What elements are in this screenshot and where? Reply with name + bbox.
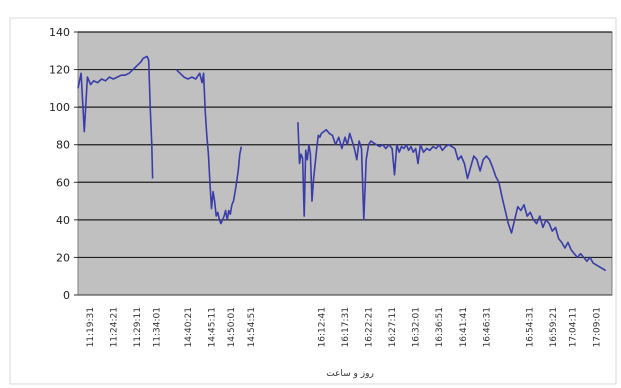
y-tick-label: 40 [56, 214, 70, 227]
x-tick-label: 16:17:31 [341, 307, 351, 347]
x-tick-label: 17:09:01 [592, 307, 602, 347]
x-tick-label: 14:45:11 [208, 307, 218, 347]
x-tick-label: 16:54:31 [526, 307, 536, 347]
x-tick-label: 16:32:01 [412, 307, 422, 347]
y-tick-label: 100 [49, 101, 70, 114]
x-tick-label: 16:59:21 [549, 307, 559, 347]
series-line-segment-2 [175, 69, 243, 225]
x-tick-label: 16:22:21 [365, 307, 375, 347]
x-axis-label: روز و ساعت [326, 369, 374, 379]
x-tick-label: 11:19:31 [86, 307, 96, 347]
x-tick-label: 11:34:01 [153, 307, 163, 347]
x-axis-ticks: 11:19:31 11:24:21 11:29:11 11:34:01 14:40:21… [86, 307, 602, 347]
x-tick-label: 16:12:41 [317, 307, 327, 347]
y-tick-label: 60 [56, 176, 70, 189]
x-tick-label: 16:36:51 [435, 307, 445, 347]
x-tick-label: 16:46:31 [482, 307, 492, 347]
x-tick-label: 16:27:11 [388, 307, 398, 347]
y-axis-ticks: 0 20 40 60 80 100 120 140 [49, 26, 78, 302]
x-tick-label: 14:50:01 [227, 307, 237, 347]
x-tick-label: 14:54:51 [247, 307, 257, 347]
gridlines [78, 31, 612, 296]
x-tick-label: 11:29:11 [133, 307, 143, 347]
x-tick-label: 16:41:41 [459, 307, 469, 347]
plot-background [77, 31, 613, 296]
x-tick-label: 17:04:11 [569, 307, 579, 347]
plot-area [77, 31, 613, 296]
y-tick-label: 120 [49, 64, 70, 77]
series-layer [77, 55, 607, 272]
y-tick-label: 140 [49, 26, 70, 39]
y-tick-label: 20 [56, 251, 70, 264]
series-line-segment-3 [297, 122, 607, 272]
series-line-segment-1 [77, 55, 154, 179]
x-tick-label: 14:40:21 [184, 307, 194, 347]
x-tick-label: 11:24:21 [109, 307, 119, 347]
y-tick-label: 0 [63, 289, 70, 302]
y-tick-label: 80 [56, 139, 70, 152]
